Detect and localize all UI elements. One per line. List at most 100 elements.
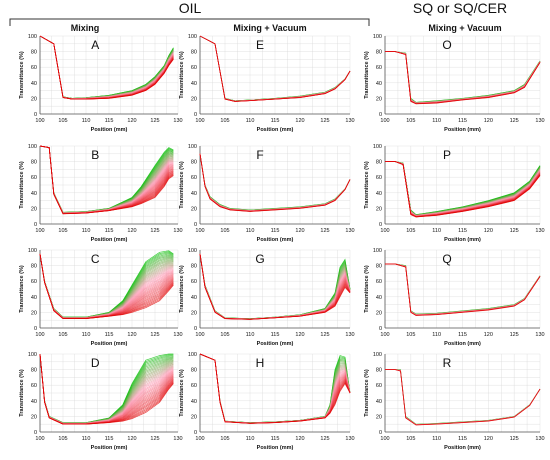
series-line (39, 35, 174, 100)
y-tick-label: 80 (191, 264, 197, 270)
y-tick-label: 0 (34, 222, 37, 228)
panel-label: O (442, 38, 451, 52)
y-tick-label: 0 (379, 430, 382, 436)
oil-bracket (9, 18, 370, 26)
x-tick-label: 130 (345, 332, 354, 338)
x-tick-label: 115 (458, 332, 467, 338)
panel-label: D (91, 356, 100, 370)
panel-O: 0 20 40 60 80 100 100 105 110 115 120 125 130 Positio… (364, 34, 545, 133)
panel-label: Q (442, 252, 451, 266)
y-tick-label: 0 (194, 112, 197, 118)
y-tick-label: 80 (376, 264, 382, 270)
series-curves (39, 35, 174, 100)
x-tick-label: 105 (406, 436, 415, 442)
y-tick-label: 80 (191, 368, 197, 374)
x-tick-label: 110 (82, 332, 91, 338)
x-tick-label: 125 (150, 228, 159, 234)
y-tick-label: 20 (191, 96, 197, 102)
panel-B: 0 20 40 60 80 100 100 105 110 115 120 125 130 Positio… (19, 144, 183, 243)
x-tick-label: 125 (320, 228, 329, 234)
x-tick-label: 105 (406, 118, 415, 124)
y-tick-label: 60 (191, 175, 197, 181)
x-tick-label: 115 (271, 332, 280, 338)
x-tick-label: 130 (345, 228, 354, 234)
panel-label: F (256, 148, 263, 162)
x-tick-label: 100 (195, 118, 204, 124)
x-tick-label: 100 (195, 228, 204, 234)
panel-F: 0 20 40 60 80 100 100 105 110 115 120 125 130 Positio… (179, 144, 355, 243)
series-curves (385, 161, 541, 218)
x-tick-label: 110 (246, 118, 255, 124)
x-tick-label: 130 (173, 228, 182, 234)
y-axis-label: Transmittance (%) (364, 51, 370, 99)
y-tick-label: 60 (31, 175, 37, 181)
series-curves (39, 353, 174, 425)
x-tick-label: 120 (127, 332, 136, 338)
x-tick-label: 125 (510, 436, 519, 442)
y-tick-label: 20 (191, 206, 197, 212)
y-tick-label: 60 (376, 65, 382, 71)
series-line (39, 353, 174, 424)
series-line (39, 35, 174, 100)
x-tick-label: 100 (380, 436, 389, 442)
y-tick-label: 40 (191, 81, 197, 87)
y-tick-label: 20 (376, 414, 382, 420)
x-tick-label: 105 (220, 118, 229, 124)
panel-R: 0 20 40 60 80 100 100 105 110 115 120 125 130 Positio… (364, 352, 545, 451)
x-axis-label: Position (mm) (444, 237, 481, 243)
series-line (39, 353, 174, 424)
x-tick-label: 125 (510, 118, 519, 124)
column-header-mixing-vacuum-sq: Mixing + Vacuum (428, 23, 502, 33)
x-tick-label: 110 (432, 228, 441, 234)
x-tick-label: 130 (535, 118, 544, 124)
y-tick-label: 100 (373, 144, 382, 150)
x-tick-label: 115 (271, 436, 280, 442)
series-line (199, 353, 351, 424)
panel-label: P (443, 148, 451, 162)
series-line (39, 353, 174, 424)
series-line (39, 253, 174, 319)
x-tick-label: 125 (150, 332, 159, 338)
y-tick-label: 60 (191, 65, 197, 71)
series-line (39, 35, 174, 100)
series-line (39, 35, 174, 100)
x-tick-label: 120 (127, 228, 136, 234)
series-line (39, 35, 174, 100)
y-tick-label: 20 (376, 310, 382, 316)
x-tick-label: 125 (320, 332, 329, 338)
y-tick-label: 80 (31, 264, 37, 270)
y-tick-label: 20 (191, 310, 197, 316)
series-line (39, 353, 174, 424)
y-axis-label: Transmittance (%) (179, 369, 185, 417)
x-tick-label: 110 (82, 228, 91, 234)
series-line (39, 35, 174, 100)
group-header-sq: SQ or SQ/CER (412, 0, 508, 16)
x-tick-label: 130 (535, 332, 544, 338)
x-tick-label: 105 (406, 228, 415, 234)
y-tick-label: 60 (376, 279, 382, 285)
panel-D: 0 20 40 60 80 100 100 105 110 115 120 125 130 Positio… (19, 352, 183, 451)
y-tick-label: 80 (31, 368, 37, 374)
x-axis-label: Position (mm) (257, 445, 294, 451)
x-tick-label: 100 (35, 332, 44, 338)
y-tick-label: 60 (191, 383, 197, 389)
y-tick-label: 20 (31, 96, 37, 102)
x-tick-label: 115 (105, 436, 114, 442)
x-tick-label: 110 (432, 436, 441, 442)
y-tick-label: 40 (191, 295, 197, 301)
y-tick-label: 100 (188, 352, 197, 358)
series-line (39, 35, 174, 100)
x-tick-label: 110 (432, 118, 441, 124)
grid-lines (384, 353, 541, 433)
y-tick-label: 0 (34, 430, 37, 436)
series-line (199, 253, 351, 320)
series-line (39, 145, 174, 214)
x-tick-label: 115 (271, 228, 280, 234)
series-curves (199, 35, 351, 102)
y-axis-label: Transmittance (%) (179, 161, 185, 209)
x-axis-label: Position (mm) (257, 127, 294, 133)
x-tick-label: 130 (345, 118, 354, 124)
panel-H: 0 20 40 60 80 100 100 105 110 115 120 125 130 Positio… (179, 352, 355, 451)
